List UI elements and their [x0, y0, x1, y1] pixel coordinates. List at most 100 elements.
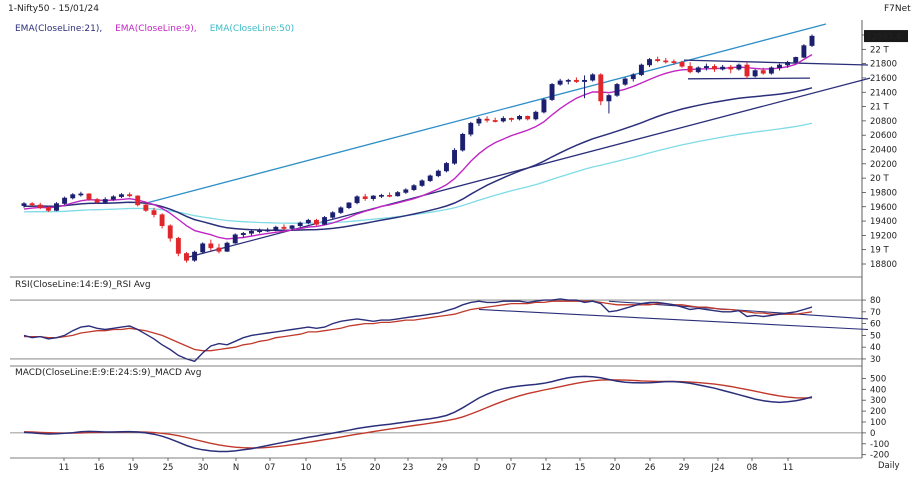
- y-tick-label: 20 T: [870, 174, 890, 184]
- candle-up: [257, 230, 263, 233]
- candle-up: [297, 222, 303, 226]
- candle-up: [249, 231, 254, 234]
- x-tick-label: 15: [575, 463, 586, 473]
- y-tick-label: 19400: [870, 217, 897, 227]
- x-tick-label: 19: [128, 463, 139, 473]
- candle-down: [127, 194, 133, 197]
- candle-down: [728, 66, 734, 70]
- candle-down: [679, 61, 685, 67]
- candle-down: [167, 225, 173, 239]
- candle-down: [663, 60, 669, 63]
- y-tick-label: 21400: [870, 88, 897, 98]
- y-tick-label: 20600: [870, 131, 897, 141]
- y-tick-label: 19600: [870, 203, 897, 213]
- y-tick-label: 21 T: [870, 103, 890, 113]
- x-tick-label: 29: [437, 463, 448, 473]
- ema-legend-item: EMA(CloseLine:9),: [115, 24, 197, 34]
- y-tick-label: 19800: [870, 188, 897, 198]
- y-tick-label: 22 T: [870, 45, 890, 55]
- macd-title: MACD(CloseLine:E:9:E:24:S:9)_MACD Avg: [15, 368, 201, 378]
- rsi-title: RSI(CloseLine:14:E:9)_RSI Avg: [15, 280, 151, 290]
- candle-up: [752, 70, 758, 77]
- ema-legend-item: EMA(CloseLine:50): [210, 24, 294, 34]
- candle-down: [712, 66, 717, 70]
- candle-up: [110, 196, 116, 200]
- x-tick-label: 20: [610, 463, 621, 473]
- candle-up: [614, 84, 620, 96]
- last-price-label: 22097.4: [866, 33, 901, 43]
- candle-up: [119, 194, 124, 197]
- candle-down: [175, 237, 181, 254]
- candle-down: [492, 120, 498, 122]
- candle-down: [208, 243, 214, 249]
- y-tick-label: 200: [870, 407, 886, 417]
- candle-up: [403, 189, 409, 193]
- candle-down: [484, 118, 490, 121]
- candle-up: [224, 242, 230, 252]
- y-tick-label: -200: [870, 451, 889, 461]
- candle-down: [314, 219, 319, 225]
- x-tick-label: 26: [645, 463, 656, 473]
- candle-up: [703, 66, 709, 68]
- upper-trendline: [146, 23, 827, 204]
- candle-up: [622, 78, 628, 85]
- candle-down: [525, 115, 531, 120]
- y-tick-label: -100: [870, 440, 889, 450]
- y-tick-label: 300: [870, 396, 886, 406]
- rsi-trendline: [478, 308, 869, 331]
- candle-up: [78, 193, 84, 196]
- candle-up: [62, 197, 68, 204]
- candle-down: [387, 194, 393, 197]
- candle-up: [265, 229, 271, 232]
- candle-up: [476, 118, 482, 124]
- y-tick-label: 21600: [870, 74, 897, 84]
- ema9-line: [23, 53, 813, 240]
- resistance-line: [683, 59, 869, 66]
- candle-up: [102, 199, 108, 203]
- candle-up: [338, 207, 344, 213]
- candle-up: [777, 64, 782, 68]
- candle-down: [671, 61, 677, 63]
- ema50-line: [23, 122, 813, 224]
- candle-up: [378, 194, 384, 197]
- candle-down: [45, 207, 51, 211]
- y-tick-label: 500: [870, 374, 886, 384]
- y-tick-label: 20400: [870, 146, 897, 156]
- x-tick-label: 29: [679, 463, 690, 473]
- candle-up: [517, 115, 522, 120]
- rsi-line: [23, 298, 813, 363]
- y-tick-label: 100: [870, 418, 886, 428]
- panel-frames: [10, 20, 863, 459]
- candle-up: [435, 170, 441, 177]
- candle-up: [70, 194, 76, 199]
- candle-up: [21, 203, 27, 206]
- candle-up: [768, 67, 774, 74]
- y-tick-label: 80: [870, 296, 881, 306]
- candle-up: [695, 67, 701, 73]
- frequency-label: Daily: [878, 461, 900, 471]
- candle-up: [582, 79, 587, 82]
- candle-down: [760, 70, 766, 74]
- candle-down: [159, 214, 165, 226]
- candle-up: [533, 111, 539, 120]
- x-tick-label: 07: [506, 463, 517, 473]
- y-tick-label: 18800: [870, 260, 897, 270]
- x-tick-label: 30: [198, 463, 209, 473]
- candle-up: [565, 79, 571, 82]
- candle-up: [289, 225, 295, 229]
- support-line: [687, 77, 811, 80]
- x-tick-label: 20: [370, 463, 381, 473]
- candle-up: [370, 195, 376, 199]
- y-tick-label: 60: [870, 320, 881, 330]
- candle-up: [606, 95, 612, 102]
- candle-down: [598, 74, 604, 102]
- candle-up: [427, 175, 433, 181]
- candle-up: [322, 217, 328, 225]
- candle-down: [655, 59, 661, 62]
- chart-title: 1-Nifty50 - 15/01/24: [8, 4, 99, 14]
- candle-up: [549, 84, 555, 100]
- candle-up: [647, 59, 652, 66]
